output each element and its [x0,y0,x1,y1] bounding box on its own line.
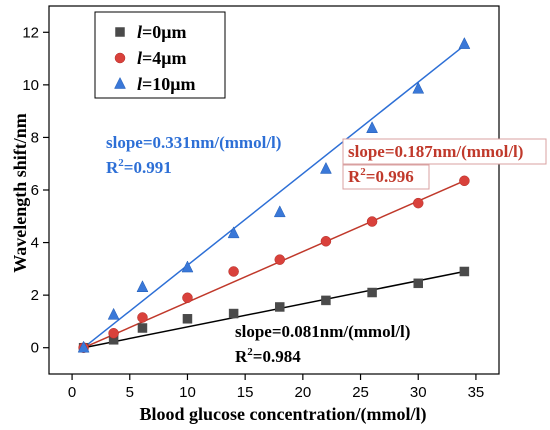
data-point-s1-6 [320,236,332,247]
x-tick-label: 10 [179,384,196,401]
fit-line-2 [83,44,465,349]
y-tick-label: 4 [31,235,39,252]
data-point-s0-6 [321,295,331,306]
data-point-s2-0 [77,340,90,353]
legend-marker-1 [114,52,126,64]
x-tick-label: 0 [68,384,76,401]
data-point-s0-8 [413,278,423,289]
data-point-s1-9 [459,175,470,187]
data-point-s1-7 [366,216,378,227]
axis-ticks: 0 5 10 15 20 25 30 35 0 2 4 6 8 10 12 [22,24,484,401]
annotation-slope-blue: slope=0.331nm/(mmol/l) [106,133,281,152]
y-tick-label: 2 [31,287,39,304]
legend: l=0μm l=4μm l=10μm [94,11,226,99]
annotation-box-red-r2 [342,164,430,190]
y-tick-label: 10 [22,77,39,94]
y-axis-label: Wavelength shift/nm [10,113,30,273]
data-point-s2-1 [107,307,120,320]
legend-marker-0 [115,27,125,37]
data-point-s2-2 [136,280,149,293]
fit-line-0 [83,270,465,349]
legend-marker-2 [114,76,126,89]
x-axis-label: Blood glucose concentration/(mmol/l) [140,404,427,425]
x-tick-label: 20 [295,384,312,401]
data-point-s1-3 [182,292,193,304]
annotation-slope-red: slope=0.187nm/(mmol/l) [348,142,523,161]
data-points [77,37,471,353]
legend-label-0: l=0μm [137,22,186,42]
y-tick-label: 0 [31,340,39,357]
x-tick-label: 30 [410,384,427,401]
annotation-r2-blue: R2=0.991 [106,157,172,177]
y-tick-label: 6 [31,182,39,199]
data-point-s0-5 [275,302,285,312]
data-point-s2-9 [458,37,471,49]
data-point-s1-1 [108,328,119,339]
data-point-s1-2 [137,312,148,323]
x-tick-label: 25 [352,384,369,401]
data-point-s2-3 [181,260,194,273]
data-point-s2-4 [227,226,240,239]
x-tick-label: 5 [126,384,134,401]
y-tick-label: 12 [22,24,39,41]
fit-annotations: slope=0.331nm/(mmol/l) R2=0.991 slope=0.… [106,133,547,366]
data-point-s1-4 [228,266,239,277]
data-point-s2-6 [320,161,332,174]
data-point-s0-4 [228,308,239,319]
data-point-s2-8 [412,81,425,94]
legend-label-1: l=4μm [137,48,186,68]
x-tick-label: 15 [237,384,254,401]
annotation-slope-black: slope=0.081nm/(mmol/l) [235,322,410,341]
data-point-s2-7 [366,121,378,133]
x-tick-label: 35 [468,384,485,401]
legend-label-2: l=10μm [137,74,195,94]
annotation-r2-black: R2=0.984 [235,346,301,366]
y-tick-label: 8 [31,129,39,146]
annotation-r2-red: R2=0.996 [348,166,414,186]
data-point-s0-7 [367,287,377,298]
annotation-box-red-slope [342,138,547,165]
data-point-s2-5 [273,205,286,218]
data-point-s0-9 [459,266,470,277]
data-point-s1-8 [412,197,424,209]
data-point-s0-3 [182,314,193,324]
data-point-s0-2 [137,323,148,333]
data-point-s1-5 [274,254,286,265]
